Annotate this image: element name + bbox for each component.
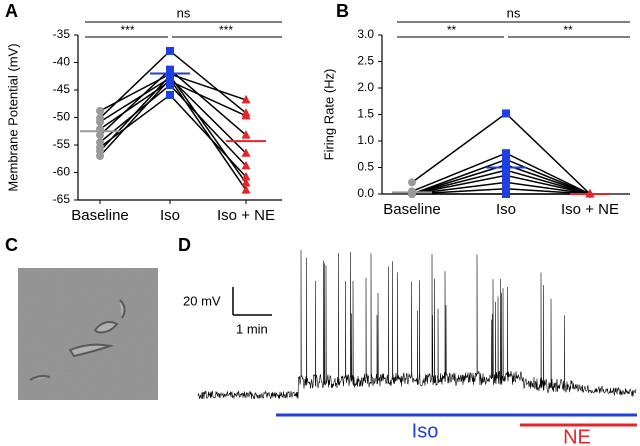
voltage-trace	[197, 249, 637, 400]
point	[502, 109, 510, 118]
y-tick-label: -55	[53, 137, 71, 151]
point	[166, 90, 174, 99]
point	[408, 190, 416, 198]
significance: **	[447, 23, 457, 37]
y-tick-label: -60	[53, 165, 71, 179]
scale-t-label: 1 min	[236, 321, 268, 336]
y-tick-label: 1.0	[357, 133, 374, 147]
y-tick-label: -45	[53, 82, 71, 96]
x-tick-label: Iso	[496, 201, 516, 218]
point	[241, 177, 251, 187]
panel-label: D	[178, 235, 191, 255]
iso-label: Iso	[412, 420, 439, 442]
y-tick-label: 0.0	[357, 186, 374, 200]
point	[96, 106, 104, 115]
y-tick-label: 0.5	[357, 160, 374, 174]
point	[502, 166, 510, 175]
micrograph-texture	[18, 268, 158, 400]
significance: **	[563, 23, 573, 37]
point	[166, 75, 174, 83]
significance: ***	[120, 23, 134, 37]
y-tick-label: -50	[53, 110, 71, 124]
y-axis-label: Firing Rate (Hz)	[321, 69, 336, 161]
point	[166, 46, 174, 55]
point	[408, 178, 416, 187]
significance: ns	[507, 5, 521, 20]
panel-label: C	[5, 235, 18, 255]
y-tick-label: 2.5	[357, 54, 374, 68]
y-tick-label: -35	[53, 27, 71, 41]
panel-label: B	[336, 1, 349, 21]
y-tick-label: -40	[53, 55, 71, 69]
point	[502, 184, 510, 193]
x-tick-label: Iso + NE	[217, 207, 275, 224]
point	[166, 81, 174, 90]
y-tick-label: -65	[53, 192, 71, 206]
point	[96, 117, 104, 126]
y-tick-label: 1.5	[357, 107, 374, 121]
point	[502, 171, 510, 180]
paired-line	[99, 93, 247, 178]
y-tick-label: 3.0	[357, 27, 374, 41]
panel-label: A	[5, 1, 18, 21]
point	[241, 160, 251, 170]
y-axis-label: Membrane Potential (mV)	[5, 43, 20, 191]
point	[96, 152, 104, 160]
point	[502, 149, 510, 158]
point	[241, 130, 251, 139]
significance: ***	[219, 23, 233, 37]
significance: ns	[177, 5, 191, 20]
scale-v-label: 20 mV	[183, 293, 221, 308]
cell-shapes	[29, 299, 126, 381]
point	[96, 131, 104, 140]
point	[241, 94, 251, 104]
point	[241, 185, 251, 194]
point	[241, 110, 251, 120]
x-tick-label: Iso + NE	[561, 201, 619, 218]
ne-label: NE	[563, 426, 591, 446]
point	[502, 155, 510, 164]
point	[502, 160, 510, 169]
x-tick-label: Iso	[160, 207, 180, 224]
point	[502, 178, 510, 187]
point	[502, 190, 510, 198]
point	[241, 148, 251, 157]
point	[241, 171, 251, 181]
paired-line	[411, 112, 591, 195]
y-tick-label: 2.0	[357, 80, 374, 94]
point	[166, 65, 174, 74]
x-tick-label: Baseline	[71, 207, 129, 224]
x-tick-label: Baseline	[383, 201, 441, 218]
